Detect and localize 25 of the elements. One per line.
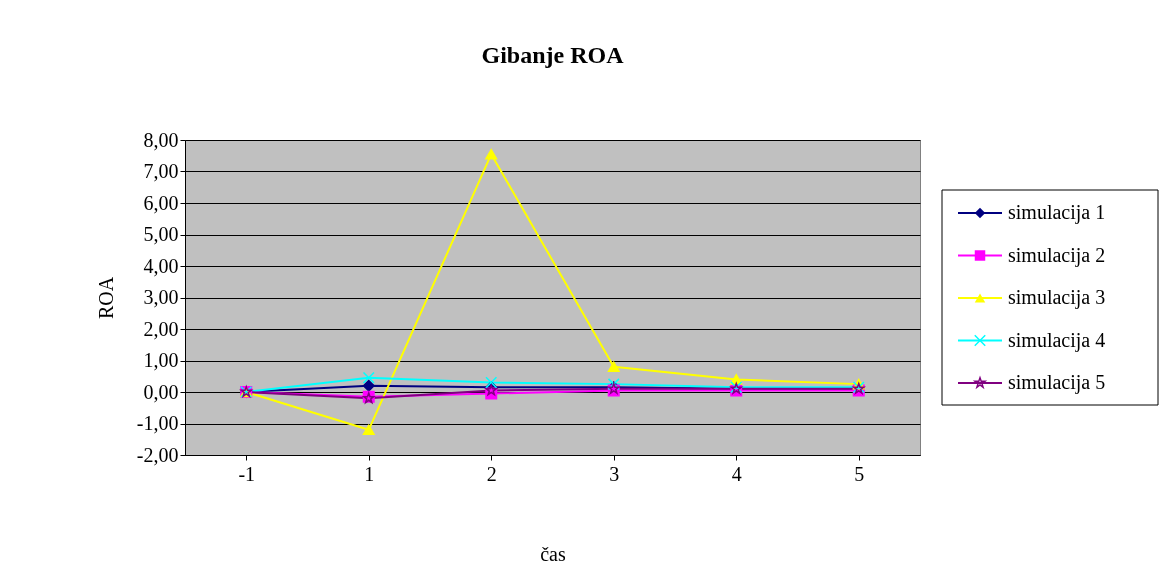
legend-label: simulacija 2 [1008, 243, 1106, 267]
x-axis-title: čas [540, 542, 566, 565]
y-tick-label: 4,00 [143, 254, 179, 277]
legend-label: simulacija 5 [1008, 371, 1106, 394]
x-tick-label: 3 [609, 462, 620, 485]
x-tick-label: 4 [731, 462, 742, 485]
x-tick-label: 5 [854, 462, 865, 485]
y-tick-label: -2,00 [136, 443, 179, 466]
y-tick-label: 2,00 [143, 317, 179, 340]
legend-label: simulacija 1 [1008, 201, 1106, 224]
legend-label: simulacija 3 [1008, 286, 1106, 309]
legend-label: simulacija 4 [1008, 328, 1106, 352]
x-tick-label: 1 [364, 462, 375, 485]
y-tick-label: 0,00 [143, 380, 179, 403]
y-tick-label: 1,00 [143, 349, 179, 371]
y-tick-label: 6,00 [143, 191, 179, 214]
y-tick-label: 7,00 [143, 160, 179, 182]
x-tick-label: 2 [486, 462, 497, 485]
y-tick-label: 8,00 [143, 128, 179, 151]
chart-title: Gibanje ROA [481, 42, 625, 68]
y-axis-title: ROA [94, 276, 117, 320]
x-tick-label: -1 [238, 462, 256, 485]
y-tick-label: -1,00 [136, 412, 179, 434]
y-tick-label: 3,00 [143, 286, 179, 308]
y-tick-label: 5,00 [143, 223, 179, 245]
